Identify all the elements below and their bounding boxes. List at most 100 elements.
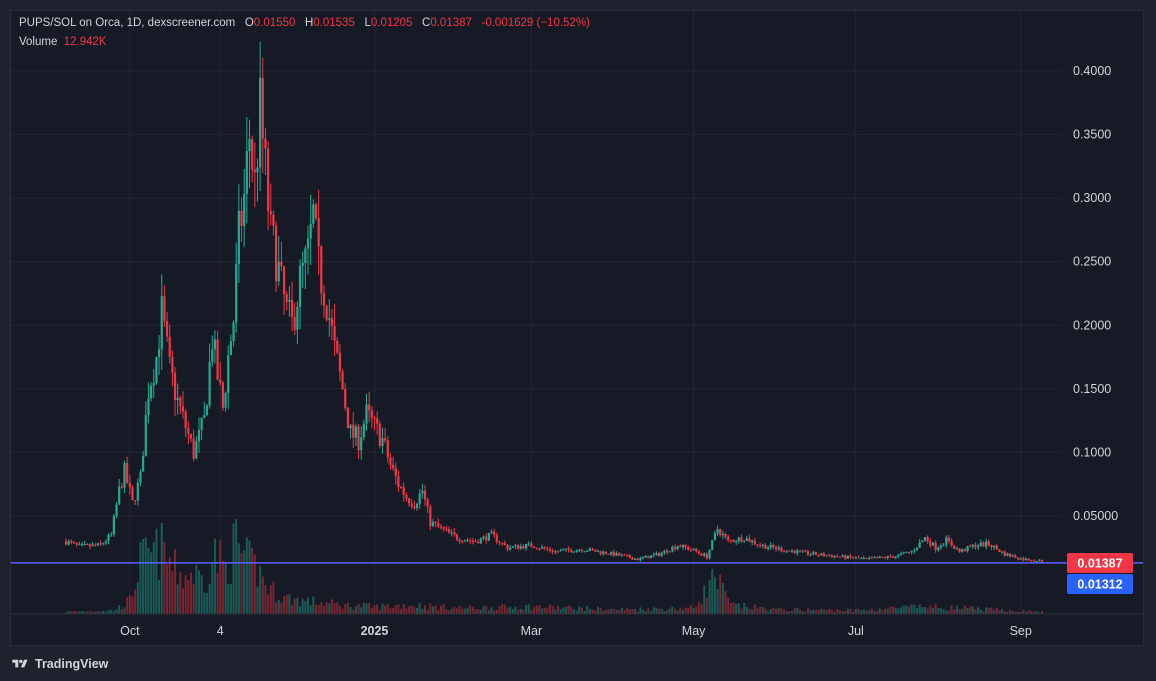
candle-body: [354, 426, 357, 438]
volume-bar: [224, 563, 227, 614]
candle-body: [205, 405, 209, 415]
volume-bar: [987, 607, 990, 614]
volume-bar: [761, 606, 764, 614]
candle-body: [195, 441, 198, 459]
candle-body: [854, 557, 857, 559]
candle-body: [793, 550, 796, 554]
volume-bar: [72, 611, 75, 614]
open-value: 0.01550: [253, 17, 296, 29]
volume-bar: [583, 610, 586, 614]
volume-bar: [272, 581, 275, 614]
candle-body: [591, 548, 594, 550]
candle-body: [639, 557, 642, 561]
candle-body: [700, 553, 703, 556]
volume-bar: [894, 607, 897, 614]
candle-body: [530, 543, 533, 547]
candle-body: [774, 547, 778, 550]
price-tags: 0.01387 0.01312: [1067, 553, 1133, 594]
volume-bar: [525, 605, 528, 614]
candle-body: [99, 543, 102, 545]
volume-bar: [897, 608, 900, 614]
candle-body: [322, 293, 326, 306]
candle-body: [439, 526, 443, 528]
candle-body: [735, 541, 738, 543]
volume-bar: [99, 611, 102, 614]
volume-bar: [333, 603, 336, 614]
candle-body: [1001, 551, 1004, 553]
volume-bar: [320, 602, 323, 614]
volume-bar: [798, 609, 801, 614]
volume-bar: [998, 610, 1001, 614]
candle-body: [522, 546, 525, 549]
volume-bar: [453, 607, 456, 614]
candle-body: [902, 552, 905, 554]
candle-body: [123, 462, 126, 488]
candle-body: [947, 537, 951, 541]
volume-bar: [916, 608, 919, 614]
candle-body: [554, 551, 557, 553]
volume-bar: [631, 609, 634, 614]
volume-bar: [424, 605, 427, 614]
volume-bar: [822, 609, 825, 614]
candle-body: [187, 428, 190, 435]
volume-bar: [1019, 612, 1022, 614]
volume-bar: [445, 609, 448, 614]
volume-bar: [78, 611, 81, 614]
volume-bar: [724, 591, 727, 614]
candle-body: [1035, 561, 1038, 563]
volume-bar: [216, 572, 219, 614]
close-value: 0.01387: [430, 17, 472, 29]
chart-frame[interactable]: 0.4000 0.3500 0.3000 0.2500 0.2000 0.1500 0.10…: [10, 10, 1144, 646]
candle-body: [663, 550, 666, 553]
candle-body: [881, 556, 884, 558]
volume-bar: [947, 610, 950, 614]
candle-body: [836, 556, 839, 558]
candle-body: [280, 261, 283, 267]
volume-bar: [1001, 609, 1004, 614]
volume-bar: [120, 608, 123, 614]
x-tick-label: Sep: [1010, 624, 1032, 638]
volume-bar: [118, 604, 121, 614]
volume-bar: [878, 608, 881, 614]
volume-bar: [908, 606, 911, 614]
candle-body: [282, 266, 286, 295]
candle-body: [724, 533, 727, 537]
time-axis[interactable]: Oct 4 2025 Mar May Jul Sep: [11, 613, 1144, 638]
volume-bar: [541, 608, 544, 614]
candle-body: [259, 77, 262, 168]
candle-body: [764, 544, 767, 549]
candle-body: [982, 542, 985, 547]
volume-bar: [963, 605, 966, 614]
x-tick-label: 4: [217, 624, 224, 638]
volume-bar: [389, 607, 392, 614]
volume-legend: Volume 12.942K: [19, 36, 107, 48]
volume-label: Volume: [19, 36, 58, 48]
volume-value: 12.942K: [63, 36, 107, 48]
candle-body: [860, 558, 863, 560]
volume-bar: [929, 605, 932, 614]
candle-body: [120, 486, 123, 488]
close-label: C: [422, 17, 431, 29]
volume-bar: [969, 606, 972, 614]
volume-bar: [527, 604, 530, 614]
candle-body: [397, 476, 400, 488]
candle-body: [413, 506, 416, 509]
price-axis[interactable]: 0.4000 0.3500 0.3000 0.2500 0.2000 0.1500 0.10…: [1073, 64, 1118, 523]
volume-bar: [418, 603, 421, 614]
tradingview-branding[interactable]: TradingView: [10, 654, 108, 674]
candle-body: [937, 547, 940, 551]
candle-body: [652, 554, 655, 556]
x-tick-label: May: [682, 624, 706, 638]
volume-bar: [995, 607, 998, 614]
candle-body: [578, 549, 581, 551]
candle-body: [110, 534, 113, 536]
chart-canvas[interactable]: 0.4000 0.3500 0.3000 0.2500 0.2000 0.1500 0.10…: [11, 11, 1144, 646]
volume-bar: [905, 605, 908, 614]
candle-body: [384, 437, 387, 441]
candle-body: [86, 543, 89, 545]
volume-bar: [644, 611, 647, 614]
volume-bar: [655, 608, 658, 614]
candle-body: [870, 557, 873, 559]
volume-bar: [751, 609, 754, 614]
volume-bar: [990, 607, 993, 614]
